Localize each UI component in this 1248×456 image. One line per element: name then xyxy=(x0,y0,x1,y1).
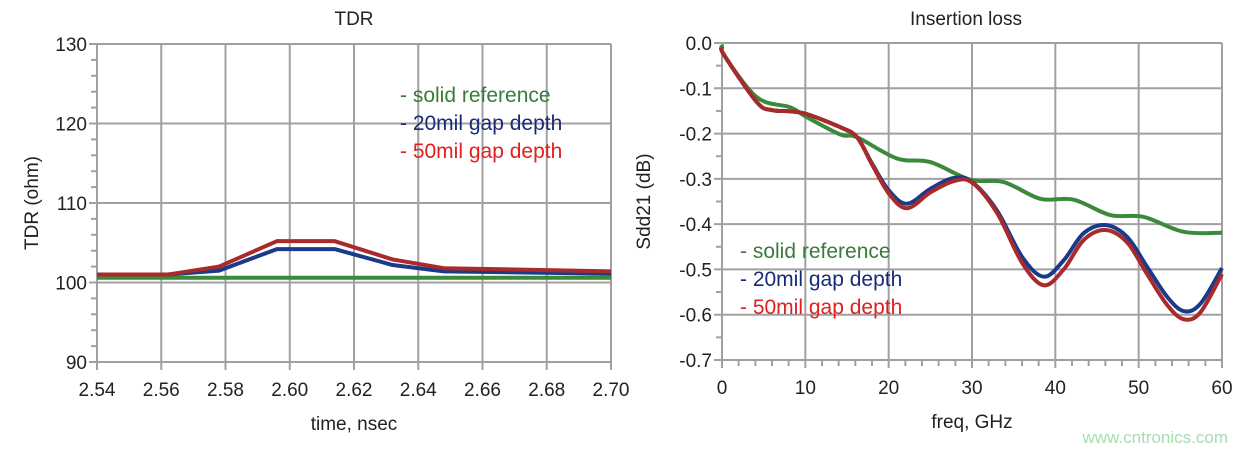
x-tick-label: 2.62 xyxy=(336,380,373,401)
x-tick-label: 2.68 xyxy=(528,380,565,401)
legend-entry: - 20mil gap depth xyxy=(400,112,562,135)
series-line-3 xyxy=(97,239,612,277)
x-tick-label: 10 xyxy=(795,378,816,399)
y-tick-label: -0.7 xyxy=(679,351,712,372)
x-tick-label: 60 xyxy=(1211,378,1232,399)
y-tick-label: 100 xyxy=(55,274,87,295)
y-tick-label: 90 xyxy=(66,353,87,374)
x-tick-label: 2.54 xyxy=(79,380,116,401)
y-tick-label: -0.1 xyxy=(679,79,712,100)
x-tick-label: 50 xyxy=(1128,378,1149,399)
legend-entry: - 50mil gap depth xyxy=(400,140,562,163)
y-tick-label: 120 xyxy=(55,115,87,136)
legend-entry: - solid reference xyxy=(740,240,891,263)
y-tick-label: -0.4 xyxy=(679,215,712,236)
x-tick-label: 30 xyxy=(961,378,982,399)
y-tick-label: 110 xyxy=(57,194,87,215)
x-tick-label: 2.60 xyxy=(271,380,308,401)
x-tick-label: 40 xyxy=(1045,378,1066,399)
watermark: www.cntronics.com xyxy=(1082,428,1228,447)
series-line-3 xyxy=(719,45,1224,322)
x-tick-label: 2.64 xyxy=(400,380,437,401)
y-tick-label: -0.6 xyxy=(679,306,712,327)
y-axis-label: TDR (ohm) xyxy=(22,156,43,250)
chart-title: TDR xyxy=(334,9,373,30)
x-tick-label: 2.70 xyxy=(593,380,630,401)
y-tick-label: -0.3 xyxy=(679,170,712,191)
y-axis-label: Sdd21 (dB) xyxy=(634,153,655,249)
x-tick-label: 0 xyxy=(717,378,728,399)
y-tick-label: 130 xyxy=(55,35,87,56)
legend-entry: - 50mil gap depth xyxy=(740,296,902,319)
legend-entry: - 20mil gap depth xyxy=(740,268,902,291)
x-tick-label: 2.58 xyxy=(207,380,244,401)
y-tick-label: 0.0 xyxy=(686,34,712,55)
legend-entry: - solid reference xyxy=(400,84,551,107)
chart-title: Insertion loss xyxy=(910,9,1022,30)
x-tick-label: 20 xyxy=(878,378,899,399)
x-axis-label: time, nsec xyxy=(311,414,398,435)
x-tick-label: 2.56 xyxy=(143,380,180,401)
series-line-1 xyxy=(719,44,1223,236)
y-tick-label: -0.5 xyxy=(679,260,712,281)
y-tick-label: -0.2 xyxy=(679,125,712,146)
x-axis-label: freq, GHz xyxy=(931,412,1012,433)
x-tick-label: 2.66 xyxy=(464,380,501,401)
